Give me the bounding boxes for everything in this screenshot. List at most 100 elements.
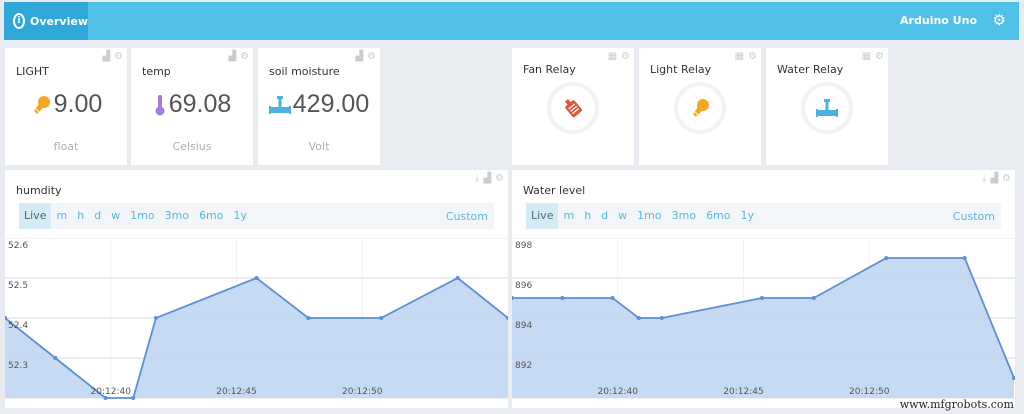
range-minute[interactable]: m [563,209,575,222]
widget-value-row: 9.00 [5,90,127,119]
widget-value: 69.08 [168,90,232,118]
humidity-chart-plot[interactable]: 52.6 52.5 52.4 52.3 20:12:40 20:12:45 20:12:50 [5,238,508,400]
range-week[interactable]: w [618,209,628,222]
svg-text:894: 894 [515,321,532,331]
widget-unit: Volt [308,140,330,153]
range-day[interactable]: d [94,209,102,222]
widget-unit: float [53,140,79,153]
lightbulb-icon [693,99,709,117]
calendar-icon[interactable]: ▦ [607,51,618,62]
device-name[interactable]: Arduino Uno [900,14,977,27]
gear-icon[interactable]: ⚙ [875,51,884,62]
light-relay-toggle[interactable] [674,82,726,134]
range-live[interactable]: Live [19,203,52,229]
svg-text:20:12:45: 20:12:45 [723,387,763,397]
pipe-valve-icon [816,99,838,117]
range-6mo[interactable]: 6mo [706,209,731,222]
range-3mo[interactable]: 3mo [164,209,190,222]
svg-text:20:12:50: 20:12:50 [342,387,383,397]
widget-title: Light Relay [650,63,712,76]
chart-icon[interactable]: ▟ [990,173,999,184]
svg-text:52.6: 52.6 [8,241,28,251]
water-level-chart-plot[interactable]: 898 896 894 892 20:12:40 20:12:45 20:12:50 [512,238,1015,400]
widget-unit: Celsius [172,140,212,153]
gear-icon[interactable]: ⚙ [1002,173,1011,184]
svg-text:20:12:50: 20:12:50 [849,387,890,397]
svg-text:898: 898 [515,241,532,251]
range-1y[interactable]: 1y [740,209,755,222]
tab-overview[interactable]: i Overview [4,2,88,40]
range-live[interactable]: Live [526,203,559,229]
gear-icon[interactable]: ⚙ [495,173,504,184]
thermometer-icon [155,94,165,115]
range-1y[interactable]: 1y [233,209,248,222]
time-range-bar: Live m h d w 1mo 3mo 6mo 1y Custom [19,203,494,229]
gear-icon[interactable]: ⚙ [367,51,376,62]
widget-tools: ▟ ⚙ [228,51,249,62]
gear-icon[interactable]: ⚙ [621,51,630,62]
chart-title: Water level [523,184,586,197]
widget-light: ▟ ⚙ LIGHT 9.00 float [5,48,127,165]
chart-humidity: ⤓ ▟ ⚙ humdity Live m h d w 1mo 3mo 6mo 1y … [5,170,508,408]
chart-tools: ⤓ ▟ ⚙ [475,173,504,184]
widget-water-relay: ▦ ⚙ Water Relay [766,48,888,165]
fan-relay-toggle[interactable] [547,82,599,134]
chart-title: humdity [16,184,62,197]
watermark: www.mfgrobots.com [899,398,1014,411]
chart-icon[interactable]: ▟ [228,51,237,62]
chart-icon[interactable]: ▟ [102,51,111,62]
tab-overview-label: Overview [30,14,88,28]
widget-temp: ▟ ⚙ temp 69.08 Celsius [131,48,253,165]
range-1mo[interactable]: 1mo [130,209,155,222]
chart-icon[interactable]: ▟ [483,173,492,184]
svg-text:20:12:40: 20:12:40 [598,387,639,397]
widget-value-row: 429.00 [258,90,380,119]
widget-tools: ▦ ⚙ [735,51,757,62]
range-custom[interactable]: Custom [952,209,995,223]
range-3mo[interactable]: 3mo [671,209,697,222]
range-minute[interactable]: m [56,209,68,222]
gear-icon[interactable]: ⚙ [748,51,757,62]
range-1mo[interactable]: 1mo [637,209,662,222]
widget-tools: ▦ ⚙ [608,51,630,62]
calendar-icon[interactable]: ▦ [734,51,745,62]
gear-icon[interactable]: ⚙ [992,11,1006,29]
widget-title: Water Relay [777,63,844,76]
gear-icon[interactable]: ⚙ [240,51,249,62]
svg-text:896: 896 [515,281,532,291]
svg-text:892: 892 [515,361,532,371]
download-icon[interactable]: ⤓ [474,173,480,184]
widget-light-relay: ▦ ⚙ Light Relay [639,48,761,165]
widget-value-row: 69.08 [131,90,253,119]
widget-title: soil moisture [269,65,340,78]
range-6mo[interactable]: 6mo [199,209,224,222]
widget-tools: ▟ ⚙ [102,51,123,62]
widget-soil-moisture: ▟ ⚙ soil moisture 429.00 Volt [258,48,380,165]
fan-icon [565,99,582,118]
info-icon: i [13,13,26,29]
pipe-valve-icon [268,95,291,114]
widget-tools: ▦ ⚙ [862,51,884,62]
chart-icon[interactable]: ▟ [355,51,364,62]
svg-text:52.5: 52.5 [8,281,28,291]
range-custom[interactable]: Custom [445,209,488,223]
top-header: i Overview Arduino Uno ⚙ [4,2,1019,40]
chart-tools: ⤓ ▟ ⚙ [982,173,1011,184]
download-icon[interactable]: ⤓ [981,173,987,184]
time-range-bar: Live m h d w 1mo 3mo 6mo 1y Custom [526,203,1001,229]
range-week[interactable]: w [111,209,121,222]
svg-text:20:12:45: 20:12:45 [216,387,256,397]
widget-value: 9.00 [53,90,103,118]
range-hour[interactable]: h [584,209,592,222]
widget-fan-relay: ▦ ⚙ Fan Relay [512,48,634,165]
svg-text:52.3: 52.3 [8,361,28,371]
svg-text:20:12:40: 20:12:40 [91,387,132,397]
gear-icon[interactable]: ⚙ [114,51,123,62]
water-relay-toggle[interactable] [801,82,853,134]
chart-water-level: ⤓ ▟ ⚙ Water level Live m h d w 1mo 3mo 6mo… [512,170,1015,408]
range-day[interactable]: d [601,209,609,222]
lightbulb-icon [33,95,50,114]
widget-title: LIGHT [16,65,49,78]
calendar-icon[interactable]: ▦ [861,51,872,62]
range-hour[interactable]: h [77,209,85,222]
